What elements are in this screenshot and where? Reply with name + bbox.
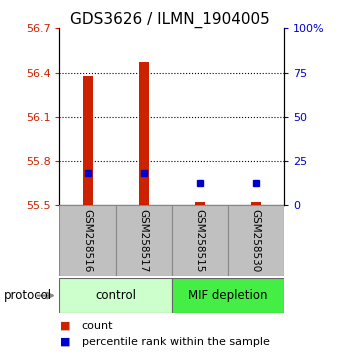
Bar [228,205,284,276]
Bar [172,278,284,313]
Text: ■: ■ [59,321,70,331]
Bar [83,75,92,205]
Text: MIF depletion: MIF depletion [188,289,268,302]
Text: GDS3626 / ILMN_1904005: GDS3626 / ILMN_1904005 [70,11,270,28]
Text: protocol: protocol [3,289,52,302]
Text: GSM258530: GSM258530 [251,209,261,272]
Text: percentile rank within the sample: percentile rank within the sample [82,337,270,347]
Bar [172,205,228,276]
Text: count: count [82,321,113,331]
Bar [59,205,116,276]
Text: GSM258516: GSM258516 [83,209,92,273]
Bar [139,62,149,205]
Text: control: control [95,289,136,302]
Bar [59,278,172,313]
Text: ■: ■ [59,337,70,347]
Text: GSM258517: GSM258517 [139,209,149,273]
Bar [116,205,172,276]
Bar [195,202,205,205]
Bar [251,202,261,205]
Text: GSM258515: GSM258515 [195,209,205,273]
